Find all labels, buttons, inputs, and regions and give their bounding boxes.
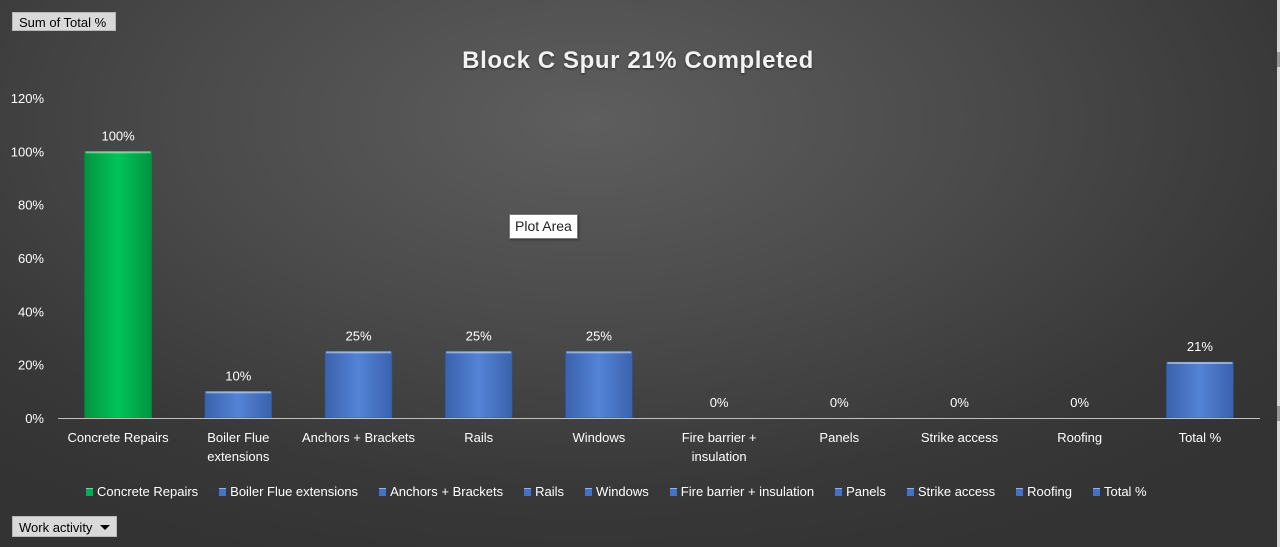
legend-label: Total % [1103, 483, 1147, 499]
legend-label: Rails [535, 483, 565, 499]
bar-highlight [205, 391, 271, 394]
bar-highlight [85, 151, 151, 154]
legend-item[interactable]: Panels [835, 484, 886, 499]
category-label: Total % [1179, 430, 1222, 445]
data-label: 25% [466, 328, 492, 343]
category-axis: Concrete Repairs Boiler Flue extensions Anc… [68, 430, 1222, 464]
y-axis: 0% 20% 40% 60% 80% 100% 120% [11, 91, 45, 426]
bar-highlight [326, 351, 391, 354]
legend-swatch [1016, 488, 1024, 496]
legend-swatch [835, 488, 843, 496]
dropdown-arrow-icon[interactable] [100, 525, 110, 530]
category-label: extensions [207, 449, 270, 464]
data-label: 0% [950, 395, 969, 410]
data-label: 25% [345, 328, 371, 343]
bar-concrete-repairs[interactable] [84, 151, 152, 419]
resize-handle-top[interactable] [1277, 52, 1280, 67]
bar-anchors-brackets[interactable] [324, 351, 393, 419]
legend-swatch [379, 488, 387, 496]
resize-handle-bottom[interactable] [1277, 406, 1280, 421]
category-label: Rails [464, 430, 493, 445]
legend-label: Roofing [1027, 483, 1072, 499]
legend-item[interactable]: Strike access [906, 483, 996, 499]
plot-area-tooltip: Plot Area [509, 214, 578, 239]
legend-item[interactable]: Total % [1092, 483, 1147, 499]
legend-swatch [585, 488, 593, 496]
legend-swatch [1092, 488, 1100, 496]
category-label: Boiler Flue [207, 430, 269, 445]
category-label: Panels [819, 430, 859, 445]
y-tick-label: 120% [11, 91, 45, 106]
bars [84, 151, 1234, 419]
data-label: 21% [1187, 339, 1213, 354]
legend-label: Fire barrier + insulation [680, 483, 815, 499]
legend-item[interactable]: Rails [524, 484, 564, 499]
category-label: Anchors + Brackets [302, 430, 416, 445]
legend-label: Panels [846, 483, 886, 499]
data-label: 0% [710, 395, 729, 410]
category-label: Roofing [1057, 430, 1102, 445]
legend-swatch [219, 488, 227, 496]
legend-swatch [906, 488, 914, 496]
legend-item[interactable]: Windows [585, 484, 649, 499]
legend-item[interactable]: Boiler Flue extensions [219, 484, 358, 499]
y-tick-label: 40% [18, 304, 44, 319]
data-labels: 100% 10% 25% 25% 25% 0% 0% 0% 0% 21% [101, 128, 1213, 410]
bar-windows[interactable] [565, 351, 633, 419]
category-label: Fire barrier + [682, 430, 757, 445]
legend-label: Strike access [917, 483, 996, 499]
category-label: Windows [573, 430, 626, 445]
y-tick-label: 80% [18, 198, 44, 213]
data-label: 0% [1070, 395, 1089, 410]
legend-item[interactable]: Anchors + Brackets [379, 484, 503, 499]
bar-highlight [1167, 362, 1233, 364]
bar-highlight [566, 351, 632, 354]
legend-label: Anchors + Brackets [390, 483, 504, 499]
legend-swatch [86, 488, 93, 496]
y-tick-label: 0% [25, 411, 44, 426]
legend-label: Concrete Repairs [97, 483, 199, 499]
work-activity-label: Work activity [19, 520, 93, 535]
legend-item[interactable]: Fire barrier + insulation [669, 483, 815, 499]
chart-title: Block C Spur 21% Completed [462, 47, 814, 74]
category-label: Concrete Repairs [68, 430, 170, 445]
category-label: insulation [692, 449, 747, 464]
work-activity-field-button[interactable]: Work activity [12, 516, 117, 537]
window-edge [1277, 0, 1280, 547]
data-label: 10% [225, 368, 251, 383]
chart-legend[interactable]: Concrete Repairs Boiler Flue extensions An… [86, 482, 1168, 500]
y-tick-label: 100% [11, 144, 45, 159]
category-label: Strike access [921, 430, 999, 445]
data-label: 0% [830, 395, 849, 410]
bar-total[interactable] [1166, 361, 1234, 419]
bar-boiler-flue-extensions[interactable] [204, 391, 273, 419]
legend-item[interactable]: Concrete Repairs [86, 484, 198, 499]
bar-highlight [446, 351, 512, 354]
legend-item[interactable]: Roofing [1016, 484, 1072, 499]
legend-swatch [524, 488, 532, 496]
y-tick-label: 20% [18, 358, 44, 373]
sum-of-total-field-button[interactable]: Sum of Total % [12, 12, 116, 31]
legend-label: Boiler Flue extensions [230, 483, 359, 499]
bar-rails[interactable] [444, 351, 513, 419]
legend-label: Windows [596, 483, 649, 499]
data-label: 100% [101, 128, 135, 143]
y-tick-label: 60% [18, 251, 44, 266]
legend-swatch [669, 488, 677, 496]
data-label: 25% [586, 328, 612, 343]
